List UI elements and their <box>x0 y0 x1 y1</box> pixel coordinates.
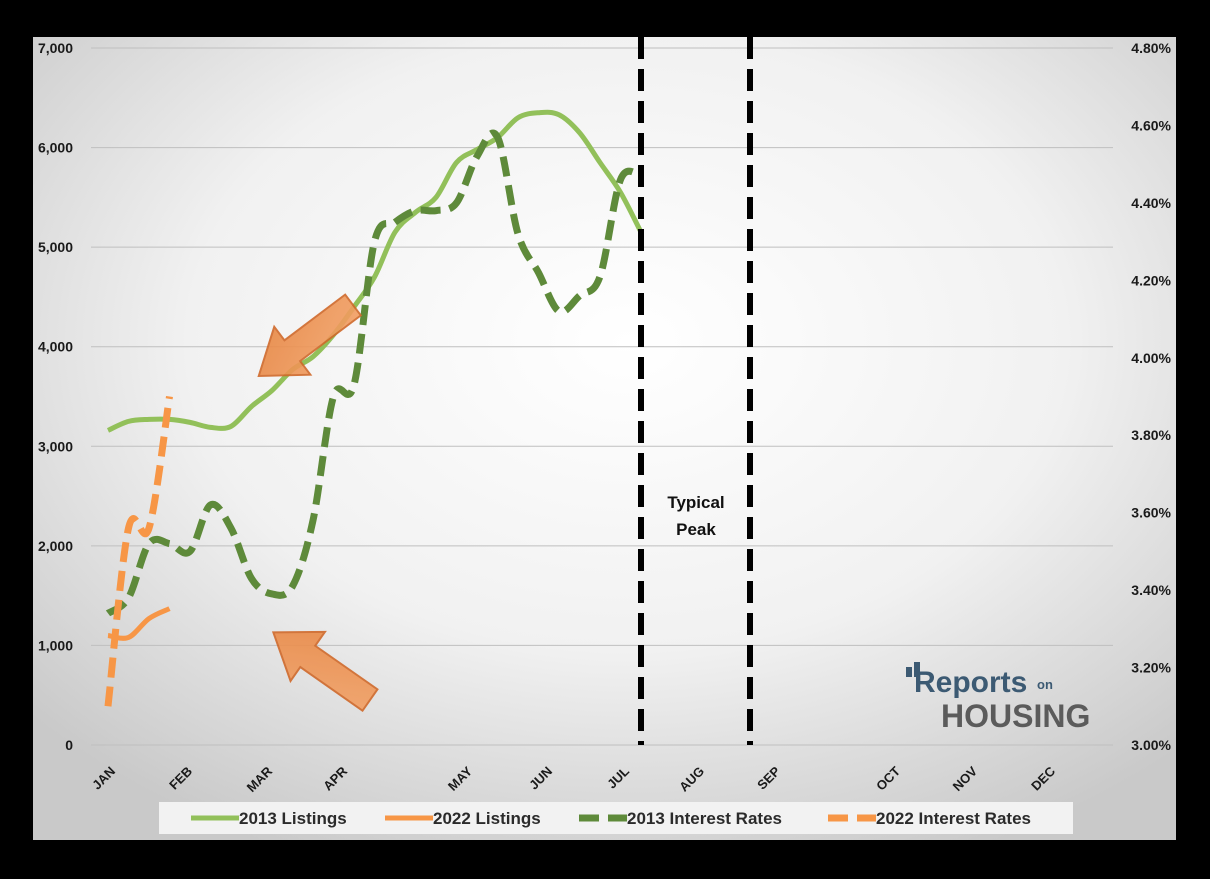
right-tick-label: 4.00% <box>1131 350 1171 366</box>
logo-line2: HOUSING <box>941 698 1090 734</box>
left-tick-label: 0 <box>65 737 73 753</box>
right-tick-label: 4.60% <box>1131 117 1171 133</box>
right-tick-label: 3.60% <box>1131 505 1171 521</box>
legend-label-2013-listings: 2013 Listings <box>239 809 347 828</box>
left-tick-label: 6,000 <box>38 140 73 156</box>
logo-line1: Reports <box>914 666 1027 699</box>
reports-on-housing-logo: Reports on HOUSING <box>906 662 1090 734</box>
upper-arrow-icon <box>257 293 363 378</box>
typical-peak-label-line2: Peak <box>676 520 716 539</box>
right-tick-label: 4.80% <box>1131 40 1171 56</box>
right-tick-label: 3.00% <box>1131 737 1171 753</box>
series-line-2022-interest-rates <box>104 395 173 707</box>
lower-arrow-icon <box>271 630 379 713</box>
left-tick-label: 2,000 <box>38 538 73 554</box>
left-tick-label: 3,000 <box>38 438 73 454</box>
logo-bar-icon-1 <box>906 667 912 677</box>
left-tick-label: 1,000 <box>38 637 73 653</box>
series-line-2013-listings <box>106 109 644 433</box>
logo-bar-icon-2 <box>914 662 920 677</box>
right-tick-label: 3.40% <box>1131 582 1171 598</box>
legend: 2013 Listings 2022 Listings 2013 Interest … <box>159 802 1073 834</box>
series-layer <box>104 109 644 707</box>
right-tick-label: 3.20% <box>1131 660 1171 676</box>
left-axis-ticks: 0 1,000 2,000 3,000 4,000 5,000 6,000 7,000 <box>38 40 73 753</box>
series-line-2013-interest-rates <box>105 129 642 617</box>
logo-line1b: on <box>1037 677 1053 692</box>
gridlines <box>91 47 1113 746</box>
right-tick-label: 4.20% <box>1131 272 1171 288</box>
right-tick-label: 4.40% <box>1131 195 1171 211</box>
left-tick-label: 7,000 <box>38 40 73 56</box>
legend-label-2022-interest-rates: 2022 Interest Rates <box>876 809 1031 828</box>
right-axis-ticks: 3.00% 3.20% 3.40% 3.60% 3.80% 4.00% 4.20% 4.40%… <box>1131 40 1171 753</box>
chart-frame: 0 1,000 2,000 3,000 4,000 5,000 6,000 7,000 3.0… <box>33 37 1176 840</box>
line-chart: 0 1,000 2,000 3,000 4,000 5,000 6,000 7,000 3.0… <box>33 37 1176 840</box>
left-tick-label: 5,000 <box>38 239 73 255</box>
right-tick-label: 3.80% <box>1131 427 1171 443</box>
legend-label-2022-listings: 2022 Listings <box>433 809 541 828</box>
left-tick-label: 4,000 <box>38 339 73 355</box>
typical-peak-label-line1: Typical <box>667 493 724 512</box>
legend-label-2013-interest-rates: 2013 Interest Rates <box>627 809 782 828</box>
